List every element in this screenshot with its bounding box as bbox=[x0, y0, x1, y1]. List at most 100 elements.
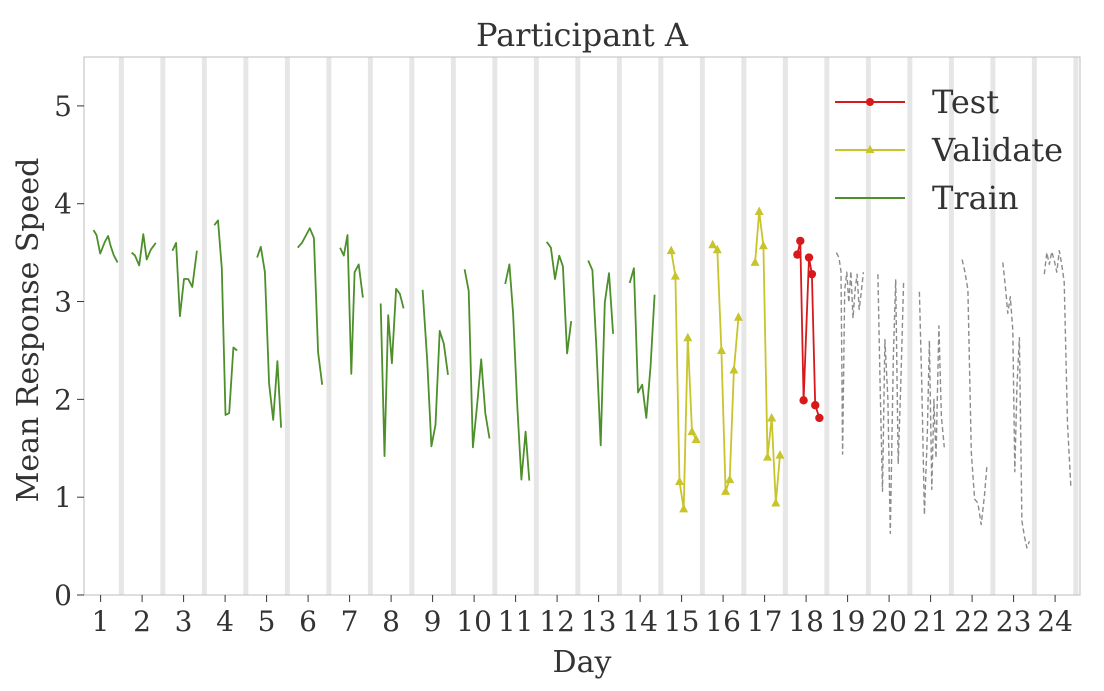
series-lines bbox=[92, 210, 1072, 549]
train-line-day-1 bbox=[92, 229, 119, 263]
night-band bbox=[1073, 57, 1079, 595]
night-band bbox=[326, 57, 332, 595]
test-point bbox=[815, 413, 824, 423]
series-markers bbox=[666, 206, 824, 513]
legend: Test Validate Train bbox=[835, 83, 1063, 217]
night-band bbox=[741, 57, 747, 595]
unlabeled-line-day-21 bbox=[918, 291, 945, 516]
x-tick-label: 24 bbox=[1037, 605, 1073, 638]
x-tick-label: 23 bbox=[996, 605, 1032, 638]
validate-point bbox=[754, 206, 764, 216]
validate-point bbox=[758, 240, 768, 250]
validate-point bbox=[733, 312, 743, 321]
x-tick-label: 8 bbox=[382, 605, 400, 638]
night-band bbox=[409, 57, 415, 595]
train-line-day-12 bbox=[545, 241, 573, 355]
unlabeled-line-day-20 bbox=[877, 274, 905, 535]
night-band bbox=[118, 57, 124, 595]
night-band bbox=[450, 57, 456, 595]
x-tick-label: 22 bbox=[954, 605, 990, 638]
train-line-day-4 bbox=[213, 219, 238, 416]
validate-point bbox=[691, 434, 701, 443]
test-point bbox=[804, 253, 814, 262]
train-line-day-11 bbox=[504, 263, 531, 481]
legend-validate-label: Validate bbox=[931, 131, 1063, 169]
test-line-day-18 bbox=[796, 239, 821, 419]
night-band bbox=[201, 57, 207, 595]
night-band bbox=[616, 57, 622, 595]
x-tick-label: 1 bbox=[92, 605, 110, 638]
x-tick-label: 9 bbox=[424, 605, 442, 638]
train-line-day-2 bbox=[131, 233, 157, 267]
validate-point bbox=[763, 452, 773, 461]
test-point bbox=[807, 269, 817, 279]
unlabeled-line-day-19 bbox=[835, 252, 865, 455]
legend-validate-marker bbox=[865, 145, 875, 153]
y-tick-label: 3 bbox=[54, 286, 72, 319]
x-tick-label: 17 bbox=[747, 605, 783, 638]
x-axis-label: Day bbox=[553, 645, 612, 680]
x-tick-label: 2 bbox=[133, 605, 151, 638]
train-line-day-6 bbox=[297, 227, 324, 385]
train-line-day-7 bbox=[339, 234, 364, 375]
validate-point bbox=[750, 257, 760, 266]
x-tick-label: 10 bbox=[456, 605, 492, 638]
night-band bbox=[492, 57, 498, 595]
night-band bbox=[658, 57, 664, 595]
y-tick-label: 5 bbox=[54, 90, 72, 123]
night-band bbox=[782, 57, 788, 595]
x-tick-label: 11 bbox=[498, 605, 534, 638]
night-band bbox=[160, 57, 166, 595]
night-band bbox=[699, 57, 705, 595]
night-band bbox=[367, 57, 373, 595]
validate-point bbox=[666, 245, 676, 255]
validate-point bbox=[771, 498, 781, 507]
x-tick-label: 21 bbox=[913, 605, 949, 638]
validate-point bbox=[767, 412, 777, 422]
x-tick-label: 12 bbox=[539, 605, 575, 638]
x-tick-label: 7 bbox=[341, 605, 359, 638]
test-point bbox=[811, 401, 820, 410]
chart-title: Participant A bbox=[476, 16, 689, 54]
validate-point bbox=[687, 426, 697, 436]
y-axis-label: Mean Response Speed bbox=[11, 158, 46, 503]
unlabeled-line-day-24 bbox=[1043, 249, 1072, 488]
train-line-day-13 bbox=[587, 260, 614, 447]
train-line-day-8 bbox=[379, 287, 405, 458]
legend-test-marker bbox=[866, 98, 874, 106]
night-band bbox=[865, 57, 871, 595]
validate-point bbox=[679, 503, 689, 513]
night-bands bbox=[118, 57, 1079, 595]
x-tick-label: 19 bbox=[830, 605, 866, 638]
night-band bbox=[1031, 57, 1037, 595]
plot-frame bbox=[83, 56, 1081, 596]
train-line-day-14 bbox=[628, 267, 656, 419]
validate-point bbox=[716, 345, 726, 354]
validate-point bbox=[708, 239, 718, 249]
y-tick-label: 4 bbox=[54, 188, 72, 221]
validate-point bbox=[729, 365, 739, 374]
validate-point bbox=[675, 476, 685, 486]
y-tick-label: 0 bbox=[54, 579, 72, 612]
x-tick-label: 6 bbox=[299, 605, 317, 638]
x-tick-label: 18 bbox=[788, 605, 824, 638]
validate-point bbox=[683, 332, 693, 342]
train-line-day-10 bbox=[463, 269, 491, 449]
night-band bbox=[907, 57, 913, 595]
test-point bbox=[796, 236, 805, 246]
x-tick-label: 3 bbox=[175, 605, 193, 638]
x-tick-label: 13 bbox=[581, 605, 617, 638]
train-line-day-3 bbox=[171, 241, 198, 318]
x-tick-label: 4 bbox=[216, 605, 234, 638]
validate-line-day-15 bbox=[670, 250, 697, 510]
legend-test-label: Test bbox=[932, 83, 999, 121]
night-band bbox=[948, 57, 954, 595]
test-point bbox=[799, 396, 808, 405]
validate-point bbox=[670, 271, 680, 280]
night-band bbox=[824, 57, 830, 595]
x-tick-label: 16 bbox=[705, 605, 741, 638]
validate-point bbox=[712, 244, 722, 254]
x-tick-label: 5 bbox=[258, 605, 276, 638]
validate-point bbox=[721, 486, 731, 495]
